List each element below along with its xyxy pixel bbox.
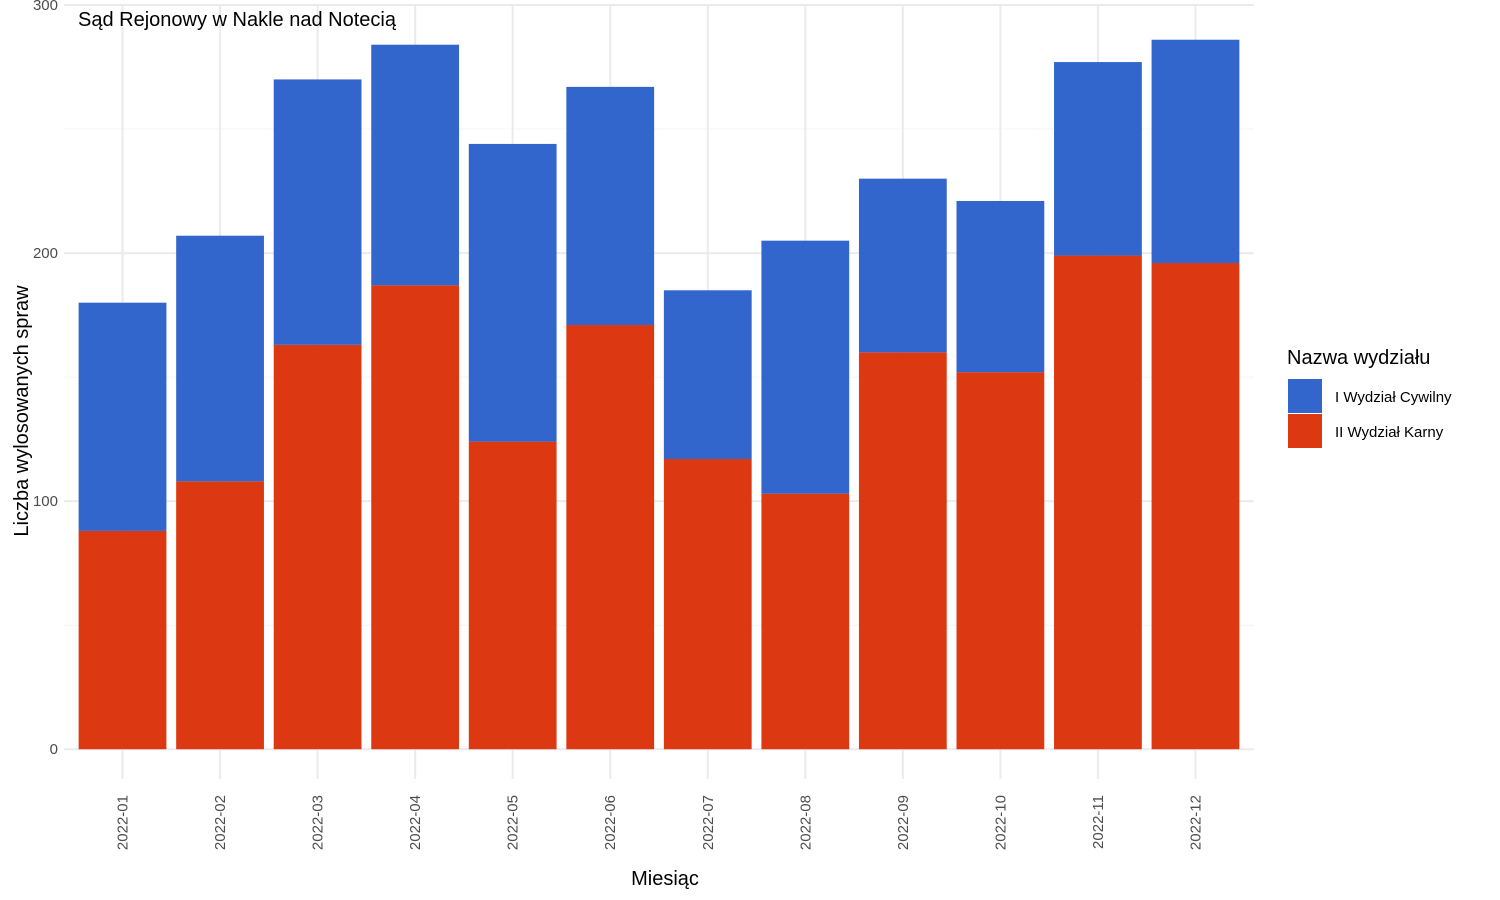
- legend-swatch: [1288, 414, 1322, 448]
- bar-2022-12-cywilny: [1151, 39, 1240, 263]
- bar-2022-07-karny: [663, 458, 752, 750]
- bar-2022-08-cywilny: [761, 240, 850, 494]
- x-tick-label: 2022-10: [992, 795, 1009, 850]
- bar-2022-08-karny: [761, 493, 850, 750]
- bar-2022-04-karny: [371, 285, 460, 750]
- bar-2022-10-karny: [956, 372, 1045, 750]
- x-axis-title: Miesiąc: [631, 868, 699, 890]
- x-tick-label: 2022-07: [700, 795, 717, 850]
- bar-2022-11-karny: [1054, 255, 1142, 750]
- bar-2022-01-karny: [78, 530, 167, 750]
- bar-2022-09-karny: [858, 352, 947, 750]
- x-tick-label: 2022-11: [1090, 795, 1107, 849]
- bar-2022-06-cywilny: [566, 86, 655, 326]
- x-tick-label: 2022-12: [1187, 795, 1204, 850]
- bar-2022-11-cywilny: [1054, 62, 1142, 256]
- y-tick-label: 200: [33, 245, 58, 262]
- bar-2022-06-karny: [566, 325, 655, 750]
- x-tick-label: 2022-03: [310, 795, 327, 850]
- bar-2022-09-cywilny: [858, 178, 947, 353]
- bar-2022-02-cywilny: [176, 235, 264, 482]
- bar-2022-12-karny: [1151, 263, 1240, 750]
- x-tick-label: 2022-08: [797, 795, 814, 850]
- y-axis-ticks: 0 100 200 300: [33, 0, 58, 758]
- legend: Nazwa wydziału I Wydział Cywilny II Wydzi…: [1287, 347, 1452, 448]
- x-tick-label: 2022-05: [505, 795, 522, 850]
- legend-label: I Wydział Cywilny: [1335, 389, 1452, 406]
- y-tick-label: 0: [50, 741, 58, 758]
- x-tick-label: 2022-02: [212, 795, 229, 850]
- chart-title: Sąd Rejonowy w Nakle nad Notecią: [78, 9, 397, 31]
- y-tick-label: 100: [33, 493, 58, 510]
- x-tick-label: 2022-06: [602, 795, 619, 850]
- bar-2022-02-karny: [176, 481, 264, 750]
- bars: [78, 39, 1240, 750]
- x-tick-label: 2022-09: [895, 795, 912, 850]
- legend-title: Nazwa wydziału: [1287, 347, 1430, 369]
- bar-2022-01-cywilny: [78, 302, 167, 531]
- legend-swatch: [1288, 379, 1322, 413]
- bar-2022-03-karny: [273, 344, 362, 750]
- legend-label: II Wydział Karny: [1335, 424, 1444, 441]
- bar-2022-05-cywilny: [468, 143, 557, 442]
- bar-2022-10-cywilny: [956, 200, 1045, 373]
- x-tick-label: 2022-01: [115, 795, 132, 850]
- y-axis-title: Liczba wylosowanych spraw: [11, 285, 33, 537]
- bar-2022-05-karny: [468, 441, 557, 750]
- bar-2022-03-cywilny: [273, 79, 362, 345]
- x-tick-label: 2022-04: [407, 795, 424, 850]
- y-tick-label: 300: [33, 0, 58, 14]
- bar-2022-04-cywilny: [371, 44, 460, 286]
- x-axis-ticks: 2022-01 2022-02 2022-03 2022-04 2022-05 2022-…: [115, 795, 1205, 850]
- bar-2022-07-cywilny: [663, 290, 752, 459]
